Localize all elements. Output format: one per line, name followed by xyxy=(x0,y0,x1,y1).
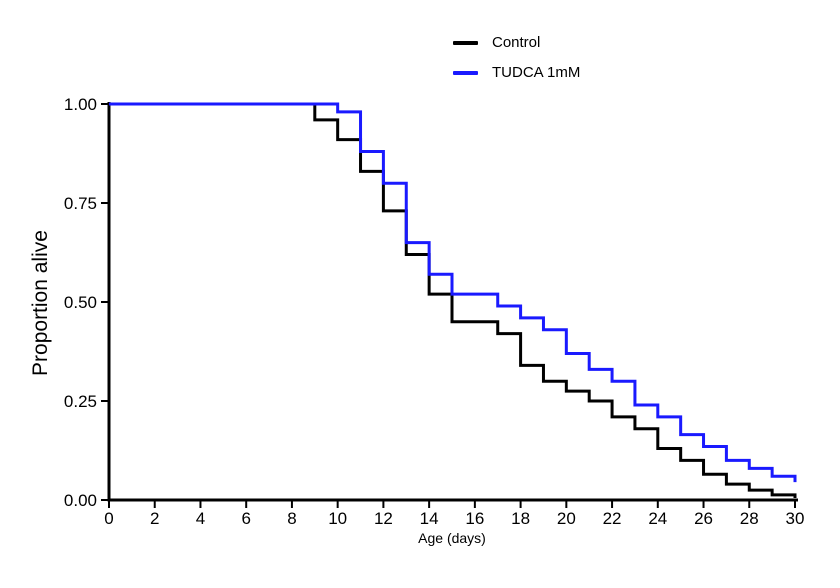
legend-label-tudca: TUDCA 1mM xyxy=(492,64,581,81)
y-tick-label: 0.50 xyxy=(64,293,97,312)
x-tick-label: 10 xyxy=(328,509,347,528)
legend-label-control: Control xyxy=(492,34,541,51)
y-tick-label: 0.00 xyxy=(64,491,97,510)
x-tick-label: 20 xyxy=(557,509,576,528)
y-tick-label: 1.00 xyxy=(64,95,97,114)
y-tick-label: 0.75 xyxy=(64,194,97,213)
x-tick-label: 4 xyxy=(196,509,205,528)
y-tick-label: 0.25 xyxy=(64,392,97,411)
x-tick-label: 26 xyxy=(694,509,713,528)
tudca-line-swatch xyxy=(453,71,478,75)
x-tick-label: 8 xyxy=(287,509,296,528)
y-axis-title: Proportion alive xyxy=(29,230,52,376)
series-curve-tudca-1mm xyxy=(109,102,797,483)
x-axis-title: Age (days) xyxy=(418,530,486,546)
legend: Control TUDCA 1mM xyxy=(453,35,580,81)
x-tick-label: 16 xyxy=(465,509,484,528)
x-tick-label: 28 xyxy=(740,509,759,528)
x-tick-label: 18 xyxy=(511,509,530,528)
legend-entry-control: Control xyxy=(453,35,580,51)
x-tick-label: 6 xyxy=(241,509,250,528)
series-curve-control xyxy=(109,102,797,499)
x-tick-label: 0 xyxy=(104,509,113,528)
x-tick-label: 30 xyxy=(786,509,805,528)
x-tick-label: 2 xyxy=(150,509,159,528)
x-tick-label: 24 xyxy=(648,509,667,528)
control-line-swatch xyxy=(453,41,478,45)
x-tick-label: 22 xyxy=(603,509,622,528)
x-tick-label: 14 xyxy=(420,509,439,528)
legend-entry-tudca: TUDCA 1mM xyxy=(453,65,580,81)
x-tick-label: 12 xyxy=(374,509,393,528)
